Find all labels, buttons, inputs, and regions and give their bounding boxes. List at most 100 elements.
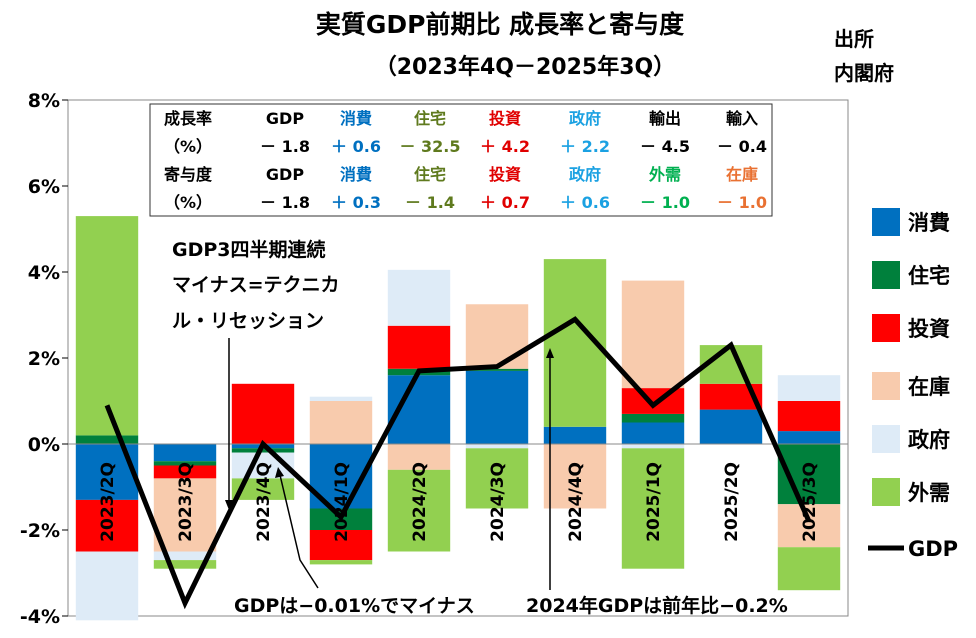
x-tick-label: 2023/4Q (254, 462, 274, 542)
recession-line-3: ル・リセッション (172, 310, 324, 332)
bar-segment (153, 551, 217, 561)
bar-segment (153, 560, 217, 569)
y-tick-label: 6% (28, 176, 60, 198)
legend-swatch (872, 261, 900, 289)
table-header-cell: 外需 (648, 165, 681, 184)
table-header-cell: 投資 (489, 109, 521, 128)
legend-label: 外需 (908, 481, 950, 505)
table-header-cell: 投資 (489, 165, 521, 184)
legend-label: 住宅 (908, 264, 950, 288)
bar-segment (777, 375, 841, 401)
q4-arrow-head (275, 467, 284, 478)
bar-segment (153, 465, 217, 479)
q4-arrow-line (279, 474, 319, 589)
recession-line-1: GDP3四半期連続 (172, 238, 326, 261)
table-header-cell: 住宅 (414, 109, 446, 128)
table-value-cell: － 1.8 (260, 193, 310, 212)
table-row-label: 成長率 (164, 109, 212, 128)
table-value-cell: ＋ 4.2 (480, 137, 530, 156)
table-header-cell: GDP (266, 109, 304, 128)
table-value-cell: ＋ 2.2 (560, 137, 610, 156)
chart-title: 実質GDP前期比 成長率と寄与度 (316, 10, 684, 39)
table-value-cell: － 0.4 (717, 137, 767, 156)
legend-swatch (872, 425, 900, 453)
bar-segment (777, 504, 841, 548)
table-header-cell: 政府 (569, 109, 601, 128)
annual-note: 2024年GDPは前年比−0.2% (526, 594, 788, 617)
bar-segment (231, 478, 295, 500)
annual-annotation: 2024年GDPは前年比−0.2% (526, 348, 788, 617)
bar-segment (153, 444, 217, 462)
bar-segment (153, 478, 217, 552)
value-table-box (149, 103, 773, 217)
source-name: 内閣府 (834, 61, 894, 85)
bar-segment (75, 216, 139, 436)
recession-annotation-bg (168, 232, 340, 336)
bar-segment (621, 448, 685, 569)
y-tick-label: -4% (20, 606, 60, 628)
table-header-cell: 政府 (569, 165, 601, 184)
x-tick-label: 2025/3Q (800, 462, 820, 542)
table-value-cell: ＋ 0.7 (480, 193, 530, 212)
recession-line-2: マイナス=テクニカ (172, 274, 340, 296)
bar-segment (75, 499, 139, 552)
recession-annotation: GDP3四半期連続 マイナス=テクニカ ル・リセッション (168, 232, 340, 510)
bar-segment (465, 304, 529, 369)
y-tick-label: -2% (20, 520, 60, 542)
bar-segment (699, 345, 763, 384)
table-value-cell: － 32.5 (399, 137, 460, 156)
bar-segment (621, 444, 685, 449)
legend-label: 在庫 (908, 375, 950, 399)
table-value-cell: － 4.5 (640, 137, 690, 156)
table-header-cell: 住宅 (414, 165, 446, 184)
bar-segment (309, 560, 373, 565)
legend-swatch (872, 372, 900, 400)
bar-segment (153, 461, 217, 466)
table-value-cell: － 1.0 (717, 193, 767, 212)
legend-swatch (872, 478, 900, 506)
bar-segment (621, 388, 685, 414)
bar-segment (465, 368, 529, 371)
table-value-cell: ＋ 0.6 (331, 137, 381, 156)
bar-segment (231, 448, 295, 453)
table-header-cell: 在庫 (726, 165, 758, 184)
bar-segment (699, 409, 763, 444)
legend-label: GDP (908, 537, 958, 561)
x-tick-label: 2025/2Q (722, 462, 742, 542)
x-tick-label: 2023/2Q (98, 462, 118, 542)
y-tick-label: 4% (28, 262, 60, 284)
gdp-line (104, 316, 812, 610)
x-axis-labels: 2023/2Q 2023/3Q 2023/4Q 2024/1Q 2024/2Q 2024/… (98, 462, 820, 542)
legend-label: 投資 (908, 317, 950, 341)
table-header-cell: 消費 (340, 109, 372, 128)
source-label: 出所 (834, 27, 874, 51)
bar-segment (777, 401, 841, 432)
legend-swatch (872, 208, 900, 236)
y-axis: -4% -2% 0% 2% 4% 6% 8% (20, 90, 68, 628)
annual-arrow-head (546, 348, 554, 358)
bar-segment (387, 269, 451, 326)
table-header-cell: 輸入 (726, 109, 758, 128)
x-tick-label: 2024/1Q (332, 462, 352, 542)
table-value-cell: － 1.8 (260, 137, 310, 156)
x-tick-label: 2024/4Q (566, 462, 586, 542)
bar-segment (777, 547, 841, 591)
table-value-cell: ＋ 0.3 (331, 193, 381, 212)
table-header-cell: 輸出 (649, 109, 681, 128)
bar-segment (387, 325, 451, 369)
bar-segment (387, 469, 451, 552)
bar-segment (75, 551, 139, 621)
bar-segment (621, 413, 685, 423)
bar-segment (75, 435, 139, 444)
bar-segment (387, 444, 451, 470)
bar-segment (777, 431, 841, 444)
q4-note: GDPは−0.01%でマイナス (234, 595, 475, 617)
table-value-cell: － 1.0 (640, 193, 690, 212)
bar-segment (309, 530, 373, 561)
legend-swatch (872, 314, 900, 342)
bar-segment (621, 280, 685, 389)
table-row-label: 寄与度 (164, 165, 213, 184)
bar-segment (465, 444, 529, 449)
recession-arrow-head (225, 500, 233, 510)
